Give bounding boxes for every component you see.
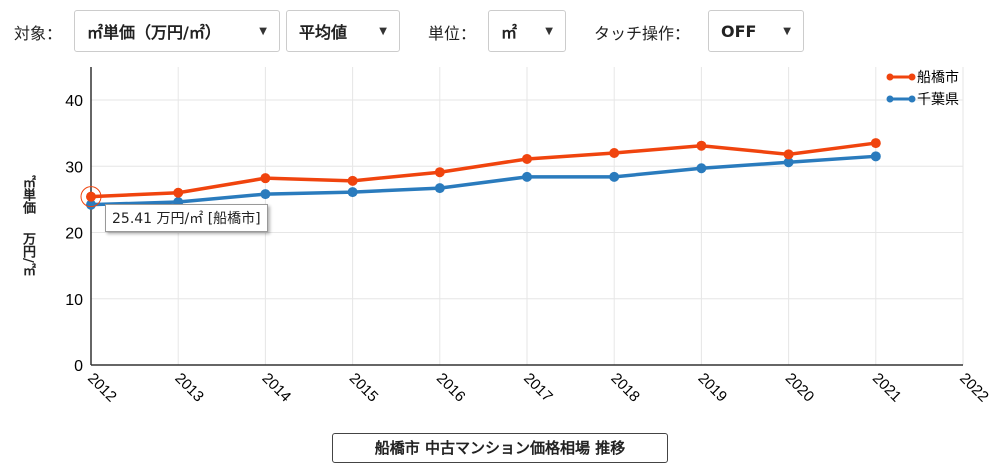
data-point	[609, 148, 620, 158]
data-point	[522, 171, 532, 182]
y-axis-label: ㎡単価	[20, 175, 35, 214]
data-point	[696, 140, 707, 151]
target-select[interactable]: ㎡単価（万円/㎡） ▼	[74, 10, 280, 52]
data-point	[783, 149, 794, 160]
data-point	[86, 191, 96, 202]
legend-marker	[908, 95, 916, 103]
data-point	[434, 167, 445, 178]
x-tick-label: 2021	[869, 370, 905, 406]
chevron-down-icon: ▼	[379, 25, 387, 37]
y-tick-label: 40	[65, 93, 83, 110]
unit-label: 単位：	[428, 24, 477, 43]
legend-marker	[886, 95, 894, 103]
legend-label: 船橋市	[917, 69, 959, 85]
series-line	[90, 141, 877, 199]
series-line	[90, 154, 876, 207]
y-axis-unit: 万円/㎡	[20, 232, 35, 276]
y-tick-label: 0	[74, 358, 83, 375]
unit-value: ㎡	[501, 23, 518, 42]
data-point	[696, 163, 707, 174]
x-tick-label: 2018	[607, 370, 643, 406]
touch-label: タッチ操作：	[594, 24, 691, 43]
x-tick-label: 2020	[782, 370, 818, 406]
highlight-ring	[80, 186, 102, 208]
chevron-down-icon: ▼	[259, 25, 267, 37]
legend-marker	[908, 73, 916, 81]
target-value: ㎡単価（万円/㎡）	[87, 23, 221, 42]
y-tick-label: 10	[65, 292, 83, 309]
data-point	[347, 175, 358, 186]
data-point	[522, 153, 532, 164]
x-tick-label: 2012	[84, 370, 120, 406]
unit-select[interactable]: ㎡ ▼	[488, 10, 566, 52]
data-point	[783, 157, 794, 168]
data-point	[260, 173, 271, 184]
x-tick-label: 2013	[171, 370, 207, 406]
data-point	[86, 199, 96, 210]
x-tick-label: 2014	[259, 370, 295, 406]
chevron-down-icon: ▼	[545, 25, 553, 37]
data-point	[434, 183, 445, 194]
data-point	[870, 151, 881, 162]
data-point	[260, 189, 271, 200]
x-tick-label: 2019	[695, 370, 731, 406]
legend-label: 千葉県	[917, 91, 959, 107]
legend-marker	[886, 73, 894, 81]
touch-value: OFF	[721, 21, 757, 41]
data-point	[347, 187, 358, 198]
x-tick-label: 2015	[346, 370, 382, 406]
x-tick-label: 2016	[433, 370, 469, 406]
chart-title: 船橋市 中古マンション価格相場 推移	[332, 433, 668, 463]
y-tick-label: 30	[65, 159, 83, 176]
touch-select[interactable]: OFF ▼	[708, 10, 804, 52]
x-tick-label: 2022	[956, 370, 992, 406]
stat-value: 平均値	[299, 23, 348, 42]
data-point	[609, 171, 620, 182]
tooltip: 25.41 万円/㎡ [船橋市]	[105, 204, 268, 232]
x-tick-label: 2017	[520, 370, 556, 406]
data-point	[870, 138, 881, 149]
chevron-down-icon: ▼	[783, 25, 791, 37]
stat-select[interactable]: 平均値 ▼	[286, 10, 400, 52]
y-tick-label: 20	[65, 226, 83, 243]
data-point	[173, 187, 184, 198]
line-chart: 0 10 20 30 40 2012 2013 2014 2015 2016 2017 2018 201…	[65, 67, 992, 406]
target-label: 対象：	[14, 24, 63, 43]
